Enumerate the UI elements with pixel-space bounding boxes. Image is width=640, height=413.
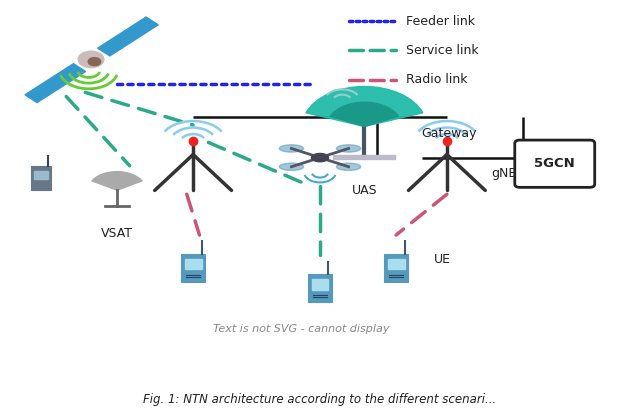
Text: VSAT: VSAT <box>101 227 133 240</box>
Ellipse shape <box>312 154 328 162</box>
Bar <box>31 166 51 190</box>
Wedge shape <box>92 172 142 190</box>
Bar <box>388 259 404 269</box>
Bar <box>312 280 328 290</box>
Ellipse shape <box>279 163 303 171</box>
Polygon shape <box>98 17 158 56</box>
Wedge shape <box>330 102 399 126</box>
Text: UE: UE <box>434 253 451 266</box>
Text: Fig. 1: NTN architecture according to the different scenari...: Fig. 1: NTN architecture according to th… <box>143 393 497 406</box>
Ellipse shape <box>279 145 303 152</box>
Ellipse shape <box>337 163 361 171</box>
Ellipse shape <box>88 58 100 66</box>
Bar <box>333 155 396 159</box>
Text: Gateway: Gateway <box>422 127 477 140</box>
Text: UAS: UAS <box>352 184 378 197</box>
Text: Feeder link: Feeder link <box>406 14 475 28</box>
Text: Service link: Service link <box>406 44 478 57</box>
Bar <box>181 254 205 282</box>
Bar <box>34 171 48 179</box>
Bar <box>384 254 408 282</box>
Bar <box>185 259 202 269</box>
Text: 5GCN: 5GCN <box>534 157 575 170</box>
FancyBboxPatch shape <box>515 140 595 188</box>
Text: gNB: gNB <box>492 167 517 180</box>
Text: Text is not SVG - cannot display: Text is not SVG - cannot display <box>212 324 389 334</box>
Text: Radio link: Radio link <box>406 73 467 86</box>
Polygon shape <box>25 64 86 102</box>
Bar <box>308 274 332 302</box>
Ellipse shape <box>337 145 361 152</box>
Ellipse shape <box>78 51 104 68</box>
Wedge shape <box>306 86 423 126</box>
